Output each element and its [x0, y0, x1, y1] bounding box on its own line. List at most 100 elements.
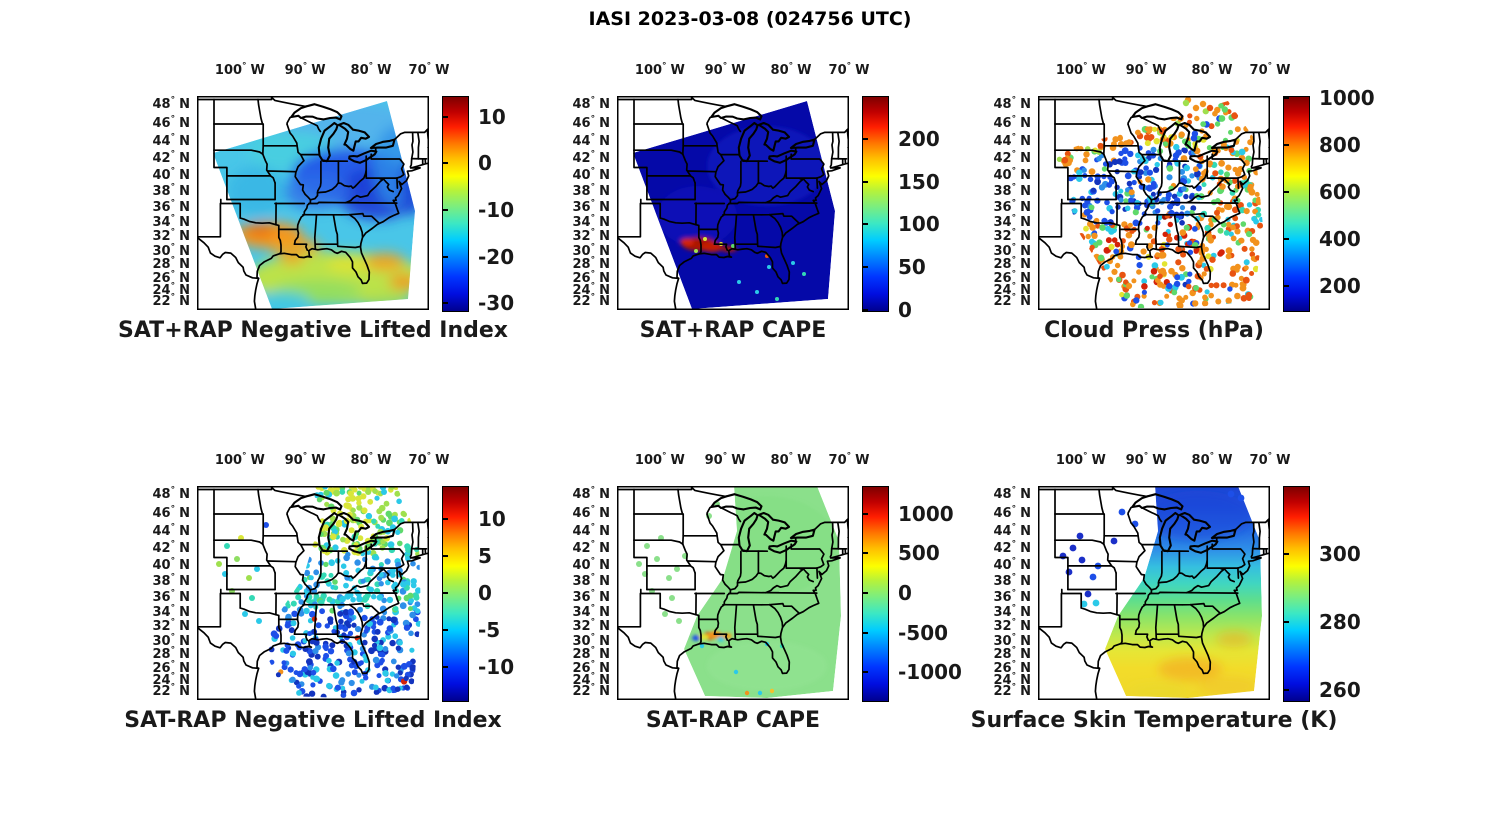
colorbar-tick — [1284, 144, 1289, 147]
colorbar-tick-label: -20 — [478, 244, 515, 269]
colorbar-tick-label: 400 — [1319, 227, 1361, 252]
lat-label: 34° N — [572, 213, 610, 230]
colorbar-tick — [443, 665, 448, 668]
colorbar-tick-label: 300 — [1319, 541, 1361, 566]
lat-label: 28° N — [993, 255, 1031, 273]
lat-label: 42° N — [152, 540, 190, 557]
lat-label: 44° N — [993, 522, 1031, 539]
map-satprap_cape — [617, 96, 849, 310]
colorbar-tick — [443, 115, 448, 118]
colorbar-tick — [863, 223, 868, 226]
lat-label: 26° N — [572, 269, 610, 286]
lon-label: 90° W — [704, 451, 746, 468]
colorbar-satprap_nli — [442, 96, 469, 312]
lat-label: 32° N — [993, 228, 1031, 245]
lat-label: 38° N — [152, 572, 190, 590]
map-satmrap_nli — [197, 486, 429, 700]
lon-label: 80° W — [770, 61, 812, 78]
lon-label: 90° W — [1125, 61, 1167, 78]
lat-label: 36° N — [993, 588, 1031, 605]
lat-label: 46° N — [572, 504, 610, 521]
lat-label: 24° N — [993, 282, 1031, 299]
lat-label: 24° N — [572, 672, 610, 689]
lat-label: 34° N — [152, 603, 190, 620]
colorbar-tick-label: -30 — [478, 291, 515, 316]
lat-label: 40° N — [152, 166, 190, 184]
lat-label: 42° N — [152, 150, 190, 167]
lon-label: 90° W — [704, 61, 746, 78]
lat-label: 30° N — [572, 633, 610, 650]
colorbar-tick — [443, 555, 448, 558]
lat-label: 26° N — [993, 659, 1031, 676]
panel-title: SAT+RAP Negative Lifted Index — [118, 318, 508, 343]
lat-label: 32° N — [572, 618, 610, 635]
lon-label: 70° W — [1249, 451, 1291, 468]
colorbar-tick — [1284, 285, 1289, 288]
panel-title: SAT-RAP CAPE — [645, 708, 821, 733]
lat-label: 28° N — [152, 645, 190, 663]
lat-label: 32° N — [993, 618, 1031, 635]
lon-label: 80° W — [350, 61, 392, 78]
colorbar-tick — [1284, 97, 1289, 100]
panel-title: Cloud Press (hPa) — [1044, 318, 1264, 343]
lon-label: 100° W — [634, 451, 685, 468]
colorbar-tick-label: 50 — [898, 255, 926, 280]
lat-label: 32° N — [152, 228, 190, 245]
lat-label: 22° N — [152, 292, 190, 310]
lat-label: 28° N — [152, 255, 190, 273]
lat-label: 46° N — [993, 504, 1031, 521]
map-skin_temp — [1038, 486, 1270, 700]
lat-label: 44° N — [993, 132, 1031, 149]
colorbar-tick — [443, 162, 448, 165]
lat-label: 26° N — [152, 659, 190, 676]
lat-label: 30° N — [572, 243, 610, 260]
lat-label: 26° N — [572, 659, 610, 676]
lat-label: 40° N — [572, 556, 610, 574]
colorbar-tick — [443, 208, 448, 211]
lat-label: 48° N — [993, 486, 1031, 503]
lat-label: 36° N — [152, 588, 190, 605]
lat-label: 40° N — [152, 556, 190, 574]
colorbar-tick-label: 0 — [478, 581, 492, 605]
lat-label: 34° N — [152, 213, 190, 230]
map-cloud_press — [1038, 96, 1270, 310]
lat-label: 22° N — [993, 682, 1031, 700]
lat-label: 22° N — [572, 682, 610, 700]
colorbar-satmrap_cape — [862, 486, 889, 702]
lat-label: 22° N — [572, 292, 610, 310]
lon-label: 90° W — [284, 451, 326, 468]
map-satprap_nli — [197, 96, 429, 310]
lon-label: 100° W — [634, 61, 685, 78]
lon-label: 100° W — [1055, 451, 1106, 468]
lon-label: 70° W — [828, 61, 870, 78]
lat-label: 38° N — [572, 572, 610, 590]
colorbar-tick — [863, 512, 868, 515]
lon-label: 80° W — [350, 451, 392, 468]
colorbar-tick-label: 0 — [898, 581, 912, 605]
lat-label: 44° N — [572, 522, 610, 539]
lat-label: 38° N — [993, 182, 1031, 200]
lat-label: 34° N — [993, 213, 1031, 230]
lat-label: 24° N — [572, 282, 610, 299]
colorbar-tick — [1284, 620, 1289, 623]
lon-label: 80° W — [1191, 451, 1233, 468]
lon-label: 80° W — [1191, 61, 1233, 78]
lat-label: 28° N — [572, 645, 610, 663]
colorbar-tick — [863, 266, 868, 269]
lon-label: 100° W — [214, 451, 265, 468]
lon-label: 70° W — [1249, 61, 1291, 78]
colorbar-skin_temp — [1283, 486, 1310, 702]
lon-label: 70° W — [408, 451, 450, 468]
colorbar-tick-label: 10 — [478, 104, 506, 129]
lat-label: 48° N — [572, 96, 610, 113]
colorbar-tick — [443, 255, 448, 258]
colorbar-tick — [443, 518, 448, 521]
colorbar-tick — [443, 302, 448, 305]
lat-label: 36° N — [152, 198, 190, 215]
lon-label: 90° W — [1125, 451, 1167, 468]
lat-label: 26° N — [993, 269, 1031, 286]
colorbar-tick-label: -5 — [478, 617, 501, 642]
lat-label: 34° N — [993, 603, 1031, 620]
map-satmrap_cape — [617, 486, 849, 700]
